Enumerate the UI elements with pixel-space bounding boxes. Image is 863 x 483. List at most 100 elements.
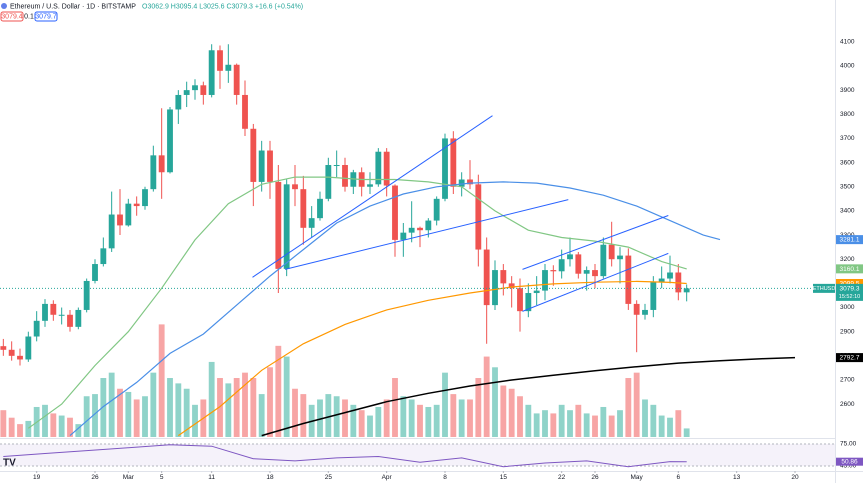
x-tick-label: 18 — [266, 474, 274, 481]
ask-price[interactable]: 3079.7 — [35, 14, 57, 21]
candle-body — [383, 151, 390, 186]
candle-body — [508, 283, 515, 289]
volume-bar — [300, 394, 307, 437]
candle-body — [133, 203, 140, 207]
volume-bar — [350, 404, 357, 437]
candle-body — [375, 151, 382, 185]
symbol-title[interactable]: Ethereum / U.S. Dollar · 1D · BITSTAMP — [10, 3, 136, 10]
candle-body — [433, 198, 440, 221]
candle-body — [42, 303, 48, 321]
volume-bar — [617, 410, 623, 437]
volume-bar — [267, 367, 273, 437]
volume-bar — [233, 378, 240, 437]
bid-price[interactable]: 3079.4 — [1, 14, 23, 21]
volume-bar — [275, 345, 282, 437]
candle-body — [608, 244, 615, 260]
candle-body — [567, 254, 573, 260]
y-tick-label: 3900 — [840, 87, 855, 94]
symbol-icon — [1, 3, 7, 9]
candle-body — [158, 155, 165, 173]
x-tick-label: 26 — [591, 474, 599, 481]
volume-bar — [183, 388, 190, 437]
y-tick-label: 2700 — [840, 377, 855, 384]
volume-bar — [492, 367, 498, 437]
candle-body — [142, 189, 148, 207]
volume-bar — [567, 410, 573, 437]
volume-bar — [92, 394, 98, 437]
logo[interactable]: TV — [3, 458, 16, 469]
x-tick-label: 15 — [500, 474, 508, 481]
candle-body — [92, 264, 98, 281]
candle-body — [625, 255, 632, 304]
rsi-line — [3, 444, 687, 468]
ask-box[interactable] — [34, 11, 58, 22]
y-tick-label: 4100 — [840, 39, 855, 46]
candle-body — [275, 181, 282, 269]
candle-body — [175, 94, 182, 110]
candle-body — [292, 184, 298, 190]
candle-body — [100, 248, 107, 265]
candle-body — [317, 198, 323, 219]
volume-bar — [225, 383, 232, 437]
spread: 0.1 — [24, 14, 34, 21]
volume-bar — [508, 388, 515, 437]
volume-bar — [67, 417, 73, 437]
volume-bar — [392, 378, 398, 437]
rsi-tag — [836, 457, 863, 466]
candle-body — [208, 50, 215, 95]
candle-body — [500, 270, 507, 284]
trendline — [252, 115, 493, 278]
y-tick-label: 3200 — [840, 256, 855, 263]
volume-bar — [558, 404, 565, 437]
rsi-tag-label: 50.86 — [841, 459, 858, 466]
symbol-tag: ETHUSD — [813, 286, 836, 292]
candle-body — [658, 278, 665, 283]
price-tag — [836, 235, 863, 245]
volume-bar — [650, 404, 657, 437]
candle-body — [17, 355, 23, 360]
candle-body — [483, 249, 490, 306]
volume-bar — [533, 413, 540, 437]
candle-body — [0, 346, 7, 350]
y-tick-label: 3000 — [840, 304, 855, 311]
candle-body — [650, 282, 657, 310]
y-tick-label: 2600 — [840, 401, 855, 408]
candle-body — [200, 85, 207, 95]
candle-body — [217, 50, 223, 71]
candle-body — [167, 109, 173, 173]
price-tag-label: 3281.1 — [840, 237, 860, 244]
last-price-tag — [836, 283, 863, 301]
bid-box[interactable] — [0, 11, 24, 22]
volume-bar — [42, 404, 48, 437]
volume-bar — [642, 399, 648, 437]
volume-bar — [333, 396, 340, 437]
volume-bar — [117, 388, 123, 437]
volume-bar — [433, 404, 440, 437]
volume-bar — [675, 410, 682, 437]
x-tick-label: 8 — [443, 474, 447, 481]
volume-bar — [208, 361, 215, 437]
volume-bar — [658, 415, 665, 437]
volume-bar — [467, 399, 473, 437]
candle-body — [542, 270, 548, 291]
trendline — [522, 252, 669, 312]
rsi-band — [0, 444, 835, 466]
price-tag-label: 3160.1 — [840, 266, 860, 273]
volume-bar — [175, 383, 182, 437]
volume-bar — [608, 415, 615, 437]
candle-body — [333, 165, 340, 167]
candle-body — [183, 90, 190, 95]
volume-bar — [592, 415, 598, 437]
volume-bar — [167, 378, 173, 437]
candle-body — [33, 320, 40, 337]
volume-bar — [292, 388, 298, 437]
x-tick-label: 19 — [33, 474, 41, 481]
candle-body — [325, 165, 332, 199]
candle-body — [617, 255, 623, 260]
volume-bar — [667, 417, 673, 437]
candle-body — [225, 64, 232, 71]
candle-body — [267, 150, 273, 182]
candle-body — [300, 189, 307, 228]
candle-body — [8, 349, 15, 356]
